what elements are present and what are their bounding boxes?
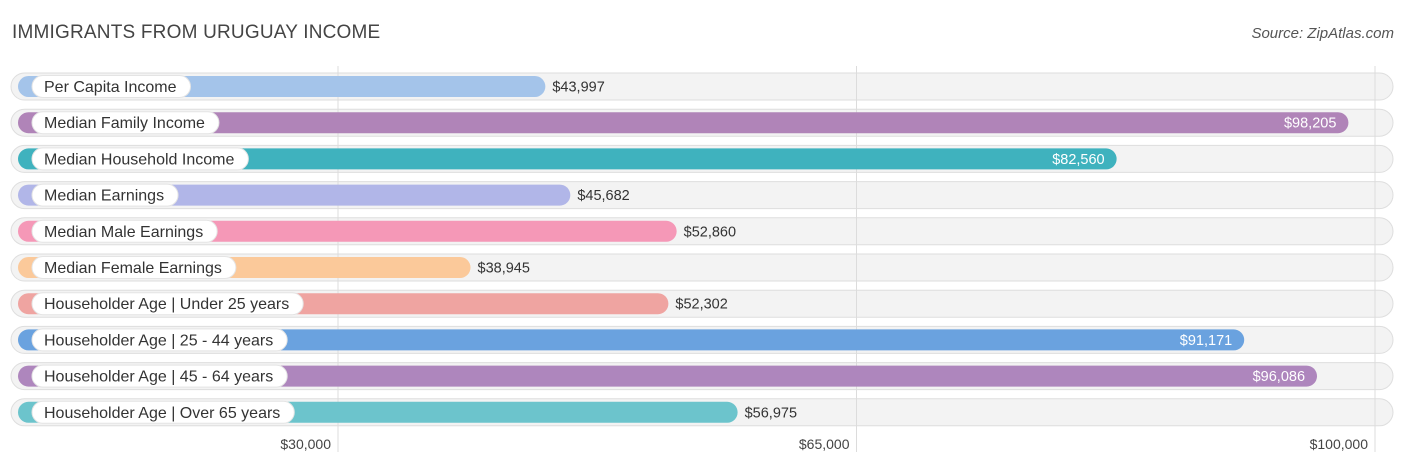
x-tick-label: $100,000 [1310,436,1369,452]
category-label-pill [31,400,295,424]
category-label-pill [31,219,218,243]
bar [18,329,1245,351]
category-label-pill [31,75,192,98]
value-label: $56,975 [745,405,797,421]
bar [18,112,1349,134]
category-label: Median Earnings [44,188,164,205]
chart-title: IMMIGRANTS FROM URUGUAY INCOME [12,22,381,43]
value-label: $52,302 [675,297,727,313]
value-label: $96,086 [1253,369,1305,385]
value-label: $82,560 [1052,152,1104,168]
value-label: $52,860 [684,224,736,240]
value-label: $45,682 [577,188,629,204]
category-label-pill [31,364,288,388]
category-label-pill [31,147,249,171]
category-label: Median Household Income [44,151,234,168]
value-label: $98,205 [1284,116,1336,132]
category-label-pill [31,328,288,352]
category-label-pill [31,183,179,207]
x-tick-label: $30,000 [280,436,331,452]
value-label: $38,945 [478,261,530,277]
value-label: $91,171 [1180,333,1232,349]
category-label-pill [31,111,220,135]
category-label: Median Female Earnings [44,260,222,277]
category-label: Householder Age | 45 - 64 years [44,369,273,386]
source-credit: Source: ZipAtlas.com [1251,25,1394,42]
category-label: Per Capita Income [44,79,177,96]
category-label-pill [31,256,237,279]
category-label-pill [31,292,304,316]
category-label: Householder Age | Over 65 years [44,405,280,422]
category-label: Householder Age | 25 - 44 years [44,332,273,349]
category-label: Householder Age | Under 25 years [44,296,289,313]
value-label: $43,997 [552,80,604,96]
x-tick-label: $65,000 [799,436,850,452]
bar [18,148,1117,170]
category-label: Median Family Income [44,115,205,132]
category-label: Median Male Earnings [44,224,203,241]
bar [18,365,1318,387]
